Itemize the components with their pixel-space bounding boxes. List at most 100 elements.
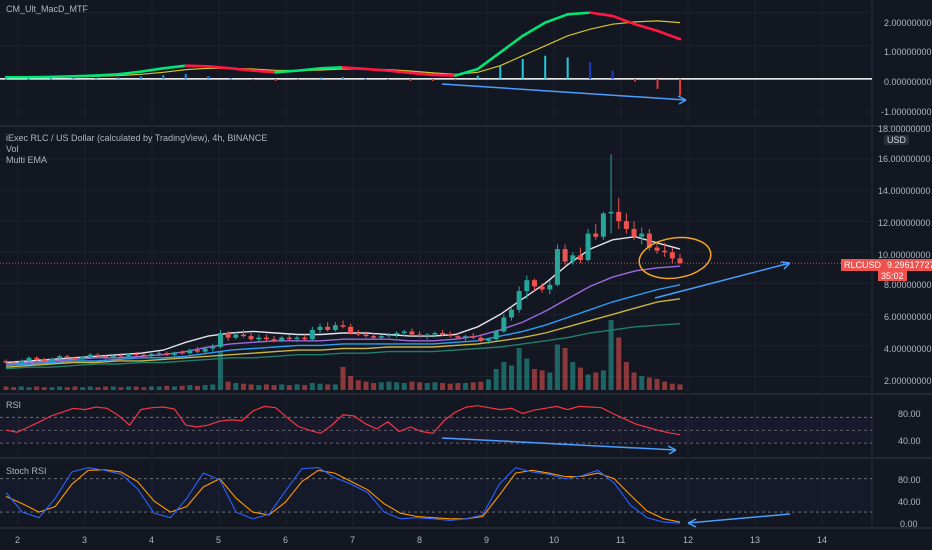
macd-line-segment [409,71,435,77]
volume-bar [386,381,392,390]
rsi-divergence-arrow-head [667,445,677,455]
macd-histogram-bar [342,76,344,79]
candle-body [309,329,315,340]
candle-body [18,360,24,364]
volume-bar [662,381,668,390]
candle-body [156,353,162,355]
macd-line-segment [431,73,457,77]
volume-bar [639,376,645,390]
volume-bar [233,383,239,390]
volume-bar [340,366,346,390]
volume-bar [225,381,231,390]
candle-body [463,336,469,338]
macd-histogram-bar [364,78,367,80]
macd-histogram-bar [184,73,187,79]
volume-bar [516,348,522,390]
volume-bar [110,386,116,390]
volume-bar [470,382,476,390]
volume-bar [26,387,32,390]
volume-bar [509,365,514,390]
volume-bar [202,385,208,390]
volume-bar [126,386,132,390]
macd-line-segment [341,66,367,71]
macd-line-segment [656,29,682,41]
volume-bar [478,381,484,390]
time-axis-label: 14 [817,535,828,545]
volume-bar [41,387,47,390]
stoch-rsi-pane-title: Stoch RSI [6,466,47,476]
volume-bar [677,384,683,390]
price-tick-label: 18.00000000 [878,124,931,134]
candle-body [87,354,93,358]
trend-arrow-head [780,261,791,270]
time-axis-label: 7 [350,535,356,545]
time-axis-label: 4 [149,535,155,545]
macd-line-segment [611,14,637,26]
macd-histogram-bar [139,76,142,79]
volume-bar [623,362,629,390]
volume-bar [11,387,17,390]
candle-body [570,255,576,262]
ema-line [5,298,681,368]
volume-bar [577,367,583,390]
volume-bar [57,386,63,390]
candle-body [340,325,346,327]
candle-body [240,334,246,337]
candle-body [34,357,40,360]
candle-body [539,286,545,290]
volume-bar [432,382,438,390]
macd-line-segment [588,11,614,18]
volume-bar [378,382,384,390]
ema-indicator-label: Multi EMA [6,155,48,165]
time-axis-label: 13 [750,535,761,545]
time-axis-label: 10 [549,535,560,545]
candle-body [662,250,668,253]
volume-bar [501,362,507,390]
candle-body [455,336,461,338]
macd-line-segment [386,69,412,75]
volume-bar [240,383,246,390]
candle-body [378,336,384,338]
volume-bar [49,387,55,390]
candle-body [141,354,147,357]
macd-histogram-bar [454,78,457,81]
candle-body [677,258,683,264]
volume-bar [447,383,453,390]
candle-body [263,337,269,340]
candle-body [210,346,216,349]
candle-body [631,228,637,237]
ema-line [5,323,681,370]
macd-line-segment [117,70,143,76]
candle-body [554,249,560,285]
volume-bar [355,380,361,390]
time-axis-label: 5 [216,535,222,545]
candle-body [616,211,622,222]
macd-histogram-bar [27,78,30,80]
macd-histogram-bar [544,55,547,79]
divergence-arrow-line [441,83,687,101]
volume-bar [279,384,285,390]
macd-line-segment [319,66,345,70]
candle-body [80,357,86,360]
volume-bar [87,386,93,390]
volume-bar [18,386,24,390]
macd-histogram-bar [274,78,277,81]
macd-histogram-bar [431,78,434,81]
volume-bar [554,344,560,390]
volume-bar [103,386,109,390]
volume-bar [547,372,553,390]
candle-body [26,357,32,361]
volume-bar [210,384,216,390]
candle-body [164,353,170,355]
macd-histogram-bar [476,75,479,79]
volume-bar [149,386,155,390]
macd-histogram-bar [49,78,52,80]
stoch-tick-label: 40.00 [898,497,921,507]
volume-bar [133,386,139,390]
highlight-circle [638,236,712,280]
macd-line-segment [206,65,232,70]
macd-histogram-bar [229,78,232,80]
stoch-band [0,478,872,513]
volume-bar [417,382,423,390]
